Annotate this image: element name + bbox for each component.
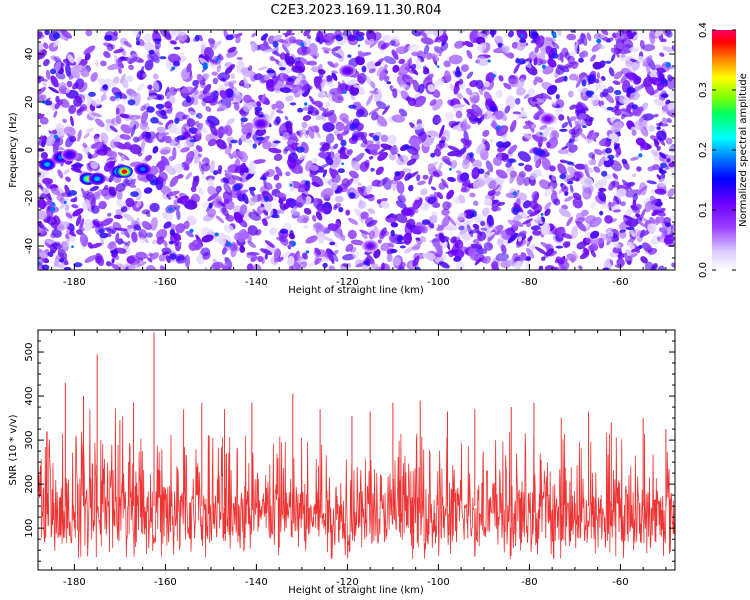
spectrogram-xtick-label: -120: [336, 277, 359, 288]
colorbar-tick-label: 0.4: [698, 22, 709, 38]
snr-xtick-label: -100: [427, 577, 450, 588]
snr-ytick-label: 200: [24, 475, 35, 494]
snr-ylabel: SNR (10 * v/v): [8, 414, 19, 485]
spectrogram-hotspot: [115, 165, 133, 178]
figure-title: C2E3.2023.169.11.30.R04: [270, 3, 441, 18]
spectrogram-xtick-label: -180: [63, 277, 86, 288]
spectrogram-hotspot: [88, 172, 106, 185]
snr-xtick-label: -80: [521, 577, 537, 588]
colorbar-ticks: 0.0 0.1 0.2 0.3 0.4: [698, 22, 736, 278]
spectrogram-ytick-label: 0: [24, 147, 35, 153]
spectrogram-ytick-label: 40: [24, 48, 35, 61]
spectrogram-hotspot: [38, 158, 56, 171]
snr-ytick-label: 300: [24, 431, 35, 450]
spectrogram-xtick-label: -80: [521, 277, 537, 288]
snr-line: [38, 408, 675, 559]
snr-axes: -180 -160 -140 -120 -100 -80 -60 100 200 300 400 50…: [24, 329, 675, 588]
spectrogram-hotspot: [252, 117, 270, 130]
snr-ytick-label: 400: [24, 387, 35, 406]
spectrogram-ytick-label: -20: [24, 190, 35, 206]
spectrogram-xtick-label: -160: [154, 277, 177, 288]
spectrogram-xtick-label: -60: [612, 277, 628, 288]
colorbar-tick-label: 0.3: [698, 82, 709, 98]
spectrogram-image: [38, 30, 675, 270]
snr-ytick-label: 500: [24, 342, 35, 361]
spectrogram-ytick-label: -40: [24, 238, 35, 254]
colorbar-label: Normalized spectral amplitude: [738, 73, 749, 227]
spectrogram-hotspot: [361, 239, 379, 253]
spectrogram-hotspot: [134, 163, 152, 176]
spectrogram-ylabel: Frequency (Hz): [8, 112, 19, 188]
snr-xtick-label: -120: [336, 577, 359, 588]
spectrogram-xtick-label: -140: [245, 277, 268, 288]
colorbar: 0.0 0.1 0.2 0.3 0.4 Normalized spectral ampl…: [698, 22, 749, 278]
snr-series: [38, 332, 675, 559]
snr-xlabel: Height of straight line (km): [288, 585, 424, 596]
spectrogram-xtick-label: -100: [427, 277, 450, 288]
snr-xtick-label: -60: [612, 577, 628, 588]
spectrogram-axes: -180 -160 -140 -120 -100 -80 -60 -40 -20 0 20 40: [24, 29, 675, 288]
snr-xtick-label: -160: [154, 577, 177, 588]
colorbar-tick-label: 0.2: [698, 142, 709, 158]
spectrogram-hotspot: [338, 64, 356, 78]
spectrogram-panel: -180 -160 -140 -120 -100 -80 -60 -40 -20 0 20 40 He…: [8, 29, 676, 296]
snr-xtick-label: -140: [245, 577, 268, 588]
spectrogram-ytick-label: 20: [24, 96, 35, 109]
spectrogram-hotspot: [61, 148, 79, 161]
spectrogram-xlabel: Height of straight line (km): [288, 285, 424, 296]
colorbar-tick-label: 0.1: [698, 202, 709, 218]
snr-ytick-label: 100: [24, 519, 35, 538]
snr-xtick-label: -180: [63, 577, 86, 588]
snr-panel: -180 -160 -140 -120 -100 -80 -60 100 200 300 400 50…: [8, 329, 676, 596]
colorbar-tick-label: 0.0: [698, 262, 709, 278]
spectrogram-hotspot: [539, 112, 557, 126]
